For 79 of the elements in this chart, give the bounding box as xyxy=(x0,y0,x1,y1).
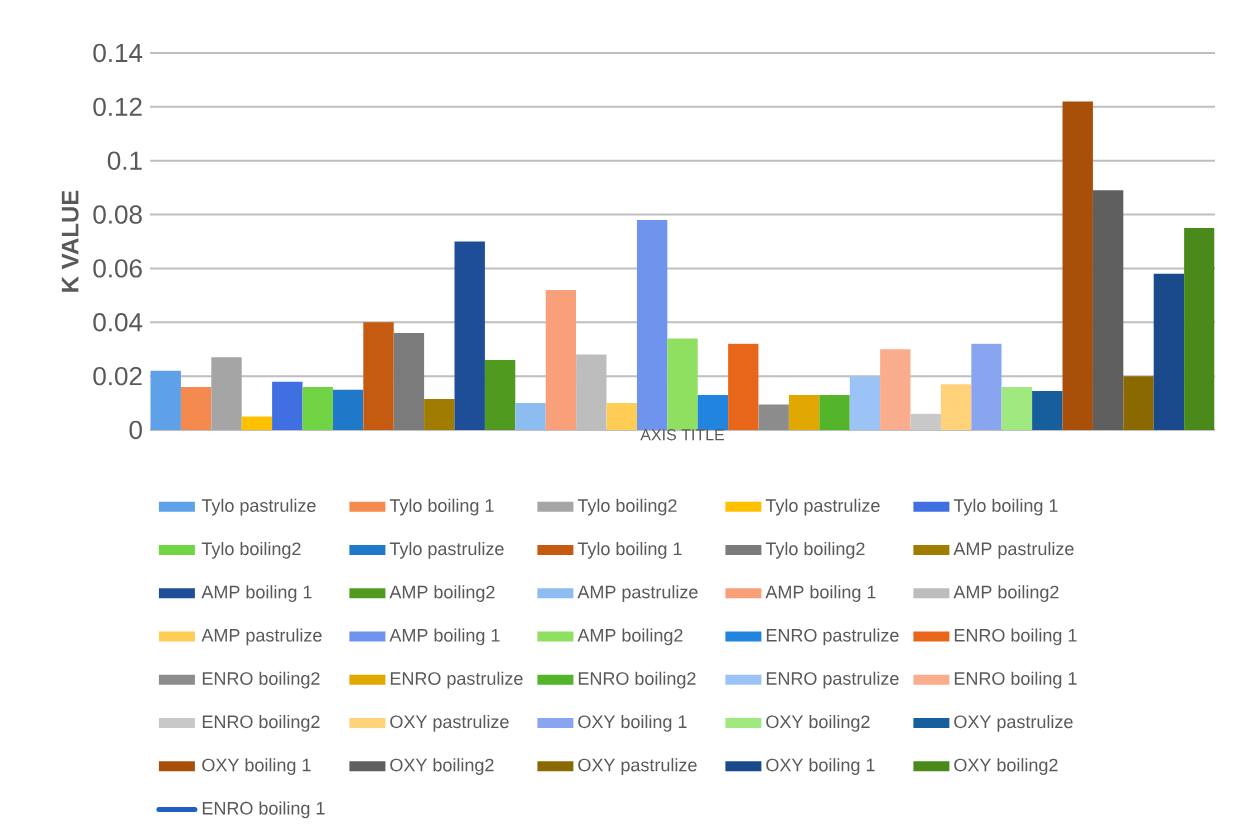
bar xyxy=(1184,228,1215,430)
y-tick-label: 0.06 xyxy=(93,259,142,278)
legend-label: Tylo boiling2 xyxy=(765,541,865,559)
bar xyxy=(515,403,546,430)
legend-label: ENRO boiling 1 xyxy=(954,671,1077,689)
legend-label: ENRO pastrulize xyxy=(766,671,899,689)
bar xyxy=(940,384,972,430)
legend-label: Tylo pastrulize xyxy=(201,498,316,516)
legend-label: ENRO boiling 1 xyxy=(202,801,325,819)
legend-label: AMP boiling 1 xyxy=(765,585,876,602)
bar xyxy=(636,219,668,430)
bar xyxy=(606,403,637,430)
y-tick-label: 0.02 xyxy=(93,366,142,386)
legend-label: OXY boiling2 xyxy=(390,758,494,775)
legend-label: OXY pastrulize xyxy=(390,714,509,732)
legend-label: Tylo pastrulize xyxy=(765,498,880,516)
x-axis-title: AXIS TITLE xyxy=(640,429,725,441)
legend-label: AMP boiling2 xyxy=(953,585,1059,602)
bar xyxy=(393,333,425,430)
bar xyxy=(758,404,789,430)
legend-label: ENRO pastrulize xyxy=(766,628,899,646)
legend-label: OXY boiling2 xyxy=(954,758,1058,775)
bar xyxy=(849,376,881,430)
bar xyxy=(1062,101,1093,430)
bar xyxy=(697,394,729,430)
legend-label: OXY boiling 1 xyxy=(202,758,311,775)
legend-label: ENRO pastrulize xyxy=(390,671,523,689)
bar xyxy=(971,343,1002,430)
legend-label: ENRO boiling2 xyxy=(202,714,320,732)
legend-label: Tylo boiling 1 xyxy=(953,498,1058,516)
bar xyxy=(788,394,820,430)
y-tick-label: 0 xyxy=(129,420,142,440)
legend-label: OXY pastrulize xyxy=(954,714,1073,732)
bar xyxy=(1092,190,1124,430)
bar xyxy=(211,357,242,430)
bar xyxy=(1032,390,1063,430)
legend-label: AMP boiling2 xyxy=(577,628,683,646)
y-tick-label: 0.14 xyxy=(93,43,143,63)
legend-label: AMP boiling 1 xyxy=(201,585,312,602)
legend-label: AMP boiling2 xyxy=(389,585,495,602)
legend-label: ENRO boiling 1 xyxy=(954,628,1077,646)
bar xyxy=(1001,386,1033,430)
legend-label: OXY boiling 1 xyxy=(766,758,875,775)
legend-label: OXY pastrulize xyxy=(578,758,697,775)
y-tick-label: 0.12 xyxy=(93,97,142,117)
bar xyxy=(180,386,212,430)
bar xyxy=(484,359,516,430)
legend-label: OXY boiling2 xyxy=(766,714,870,732)
bar xyxy=(819,394,850,430)
legend-label: OXY boiling 1 xyxy=(578,714,687,732)
bar xyxy=(454,241,485,430)
bar xyxy=(545,289,577,430)
y-tick-label: 0.08 xyxy=(93,205,142,224)
bar xyxy=(424,399,455,430)
bar xyxy=(880,349,911,430)
legend-label: Tylo boiling2 xyxy=(577,498,677,516)
legend-label: Tylo boiling 1 xyxy=(389,498,494,516)
legend-label: ENRO boiling2 xyxy=(202,671,320,689)
bar xyxy=(363,322,394,430)
bar xyxy=(150,370,181,430)
legend-label: ENRO boiling2 xyxy=(578,671,696,689)
bar xyxy=(272,381,303,430)
bar xyxy=(241,416,273,430)
y-tick-label: 0.04 xyxy=(93,313,143,332)
bar xyxy=(332,389,364,430)
legend-label: AMP pastrulize xyxy=(953,541,1074,559)
bar xyxy=(1123,376,1154,430)
legend-label: Tylo pastrulize xyxy=(389,541,504,559)
legend-label: AMP pastrulize xyxy=(577,585,698,602)
legend-label: AMP boiling 1 xyxy=(389,628,500,646)
bar xyxy=(302,386,333,430)
legend-label: AMP pastrulize xyxy=(201,628,322,646)
y-axis-title: K VALUE xyxy=(61,190,79,292)
bar xyxy=(667,338,698,430)
y-tick-label: 0.1 xyxy=(107,151,142,170)
legend-label: Tylo boiling2 xyxy=(201,541,301,559)
bar xyxy=(1153,273,1185,430)
bar xyxy=(728,343,759,430)
legend-label: Tylo boiling 1 xyxy=(577,541,682,559)
